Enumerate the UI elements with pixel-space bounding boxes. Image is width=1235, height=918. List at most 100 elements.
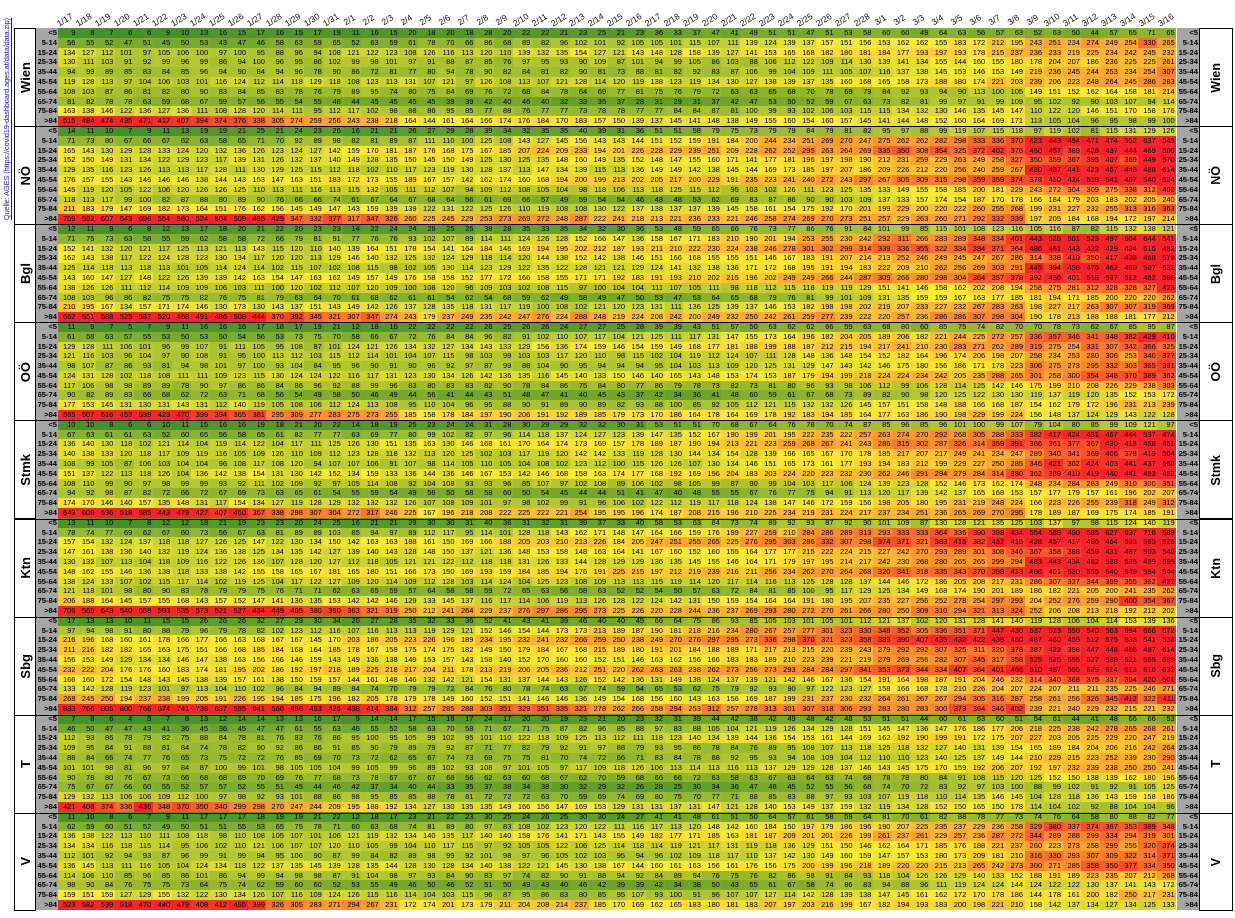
heatmap-cell[interactable]: 238 [152,694,172,704]
heatmap-cell[interactable]: 351 [493,703,513,714]
heatmap-cell[interactable]: 149 [95,655,115,665]
heatmap-cell[interactable]: 242 [759,312,779,322]
heatmap-cell[interactable]: 193 [664,272,684,283]
heatmap-cell[interactable]: 214 [1157,86,1177,97]
heatmap-cell[interactable]: 384 [967,243,987,254]
heatmap-cell[interactable]: 126 [133,165,153,175]
heatmap-cell[interactable]: 144 [418,468,438,479]
heatmap-cell[interactable]: 138 [380,655,400,665]
heatmap-cell[interactable]: 435 [929,635,949,646]
heatmap-cell[interactable]: 146 [171,655,191,665]
heatmap-cell[interactable]: 146 [399,674,419,685]
heatmap-cell[interactable]: 200 [569,174,589,185]
heatmap-cell[interactable]: 315 [891,439,911,450]
heatmap-cell[interactable]: 142 [569,449,589,460]
heatmap-cell[interactable]: 58 [209,233,229,244]
heatmap-cell[interactable]: 139 [721,302,741,313]
heatmap-cell[interactable]: 141 [664,263,684,273]
heatmap-cell[interactable]: 173 [550,625,570,636]
heatmap-cell[interactable]: 59 [569,194,589,205]
heatmap-cell[interactable]: 271 [1157,684,1177,695]
heatmap-cell[interactable]: 14 [380,713,400,724]
heatmap-cell[interactable]: 69 [361,429,381,440]
heatmap-cell[interactable]: 142 [664,596,684,607]
heatmap-cell[interactable]: 75 [702,684,722,695]
heatmap-cell[interactable]: 309 [910,174,930,185]
heatmap-cell[interactable]: 266 [569,635,589,646]
heatmap-cell[interactable]: 150 [437,155,457,166]
heatmap-cell[interactable]: 111 [285,106,305,117]
heatmap-cell[interactable]: 46 [626,194,646,205]
heatmap-cell[interactable]: 344 [1081,576,1101,587]
heatmap-cell[interactable]: 566 [266,703,286,714]
heatmap-cell[interactable]: 167 [816,674,836,685]
heatmap-cell[interactable]: 127 [588,47,608,58]
heatmap-cell[interactable]: 103 [76,292,96,303]
heatmap-cell[interactable]: 118 [1005,125,1025,136]
heatmap-cell[interactable]: 134 [702,449,722,460]
heatmap-cell[interactable]: 18 [456,28,475,38]
heatmap-cell[interactable]: 82 [854,125,873,136]
heatmap-cell[interactable]: 92 [304,478,324,489]
heatmap-cell[interactable]: 187 [664,439,684,450]
heatmap-cell[interactable]: 108 [266,459,286,469]
heatmap-cell[interactable]: 292 [872,233,892,244]
heatmap-cell[interactable]: 72 [361,752,381,763]
heatmap-cell[interactable]: 199 [1043,380,1063,391]
heatmap-cell[interactable]: 537 [1138,429,1158,440]
heatmap-cell[interactable]: 109 [854,292,873,303]
heatmap-cell[interactable]: 146 [342,253,362,264]
heatmap-cell[interactable]: 99 [76,459,96,469]
heatmap-cell[interactable]: 275 [1043,361,1063,371]
heatmap-cell[interactable]: 117 [285,576,305,587]
heatmap-cell[interactable]: 116 [209,449,229,460]
heatmap-cell[interactable]: 135 [285,547,305,558]
heatmap-cell[interactable]: 410 [1157,331,1177,342]
heatmap-cell[interactable]: 111 [664,331,684,342]
heatmap-cell[interactable]: 218 [380,664,400,675]
heatmap-cell[interactable]: 164 [456,243,475,254]
heatmap-cell[interactable]: 422 [1043,645,1063,655]
heatmap-cell[interactable]: 194 [1100,214,1120,224]
heatmap-cell[interactable]: 7 [114,125,134,136]
heatmap-cell[interactable]: 359 [1043,155,1063,166]
heatmap-cell[interactable]: 90 [740,478,760,489]
heatmap-cell[interactable]: 91 [323,233,343,244]
heatmap-cell[interactable]: 119 [1043,125,1063,136]
heatmap-cell[interactable]: 348 [1100,370,1120,381]
heatmap-cell[interactable]: 95 [361,86,381,97]
heatmap-cell[interactable]: 30 [683,782,703,793]
heatmap-cell[interactable]: 265 [1119,723,1139,734]
heatmap-cell[interactable]: 97 [588,743,608,753]
heatmap-cell[interactable]: 474 [1100,135,1120,146]
heatmap-cell[interactable]: 9 [152,28,172,38]
heatmap-cell[interactable]: 10 [58,419,77,430]
heatmap-cell[interactable]: 62 [190,233,210,244]
heatmap-cell[interactable]: 16 [228,419,248,430]
heatmap-cell[interactable]: 71 [474,723,494,734]
heatmap-cell[interactable]: 56 [456,194,475,205]
heatmap-cell[interactable]: 173 [910,76,930,87]
heatmap-cell[interactable]: 218 [456,508,475,518]
heatmap-cell[interactable]: 92 [76,488,96,499]
heatmap-cell[interactable]: 97 [133,47,153,58]
heatmap-cell[interactable]: 280 [872,606,892,616]
heatmap-cell[interactable]: 91 [114,57,134,68]
heatmap-cell[interactable]: 126 [569,674,589,685]
heatmap-cell[interactable]: 63 [1043,28,1063,38]
heatmap-cell[interactable]: 390 [323,606,343,616]
heatmap-cell[interactable]: 234 [1119,67,1139,77]
heatmap-cell[interactable]: 483 [1024,557,1044,567]
heatmap-cell[interactable]: 93 [266,361,286,371]
heatmap-cell[interactable]: 134 [152,655,172,665]
heatmap-cell[interactable]: 20 [285,517,305,528]
heatmap-cell[interactable]: 160 [114,635,134,646]
heatmap-cell[interactable]: 275 [1043,282,1063,293]
heatmap-cell[interactable]: 134 [342,468,362,479]
heatmap-cell[interactable]: 89 [323,684,343,695]
heatmap-cell[interactable]: 227 [872,547,892,558]
heatmap-cell[interactable]: 127 [437,341,457,352]
heatmap-cell[interactable]: 407 [209,508,229,518]
heatmap-cell[interactable]: 107 [190,341,210,352]
heatmap-cell[interactable]: 413 [1005,566,1025,577]
